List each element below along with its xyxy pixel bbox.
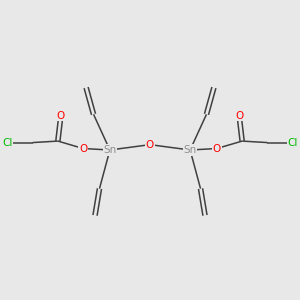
Text: Cl: Cl xyxy=(287,138,298,148)
Text: O: O xyxy=(57,111,65,121)
Text: O: O xyxy=(146,140,154,150)
Text: O: O xyxy=(213,143,221,154)
Text: O: O xyxy=(79,143,87,154)
Text: Cl: Cl xyxy=(2,138,13,148)
Text: Sn: Sn xyxy=(103,145,116,155)
Text: Sn: Sn xyxy=(184,145,197,155)
Text: O: O xyxy=(235,111,243,121)
